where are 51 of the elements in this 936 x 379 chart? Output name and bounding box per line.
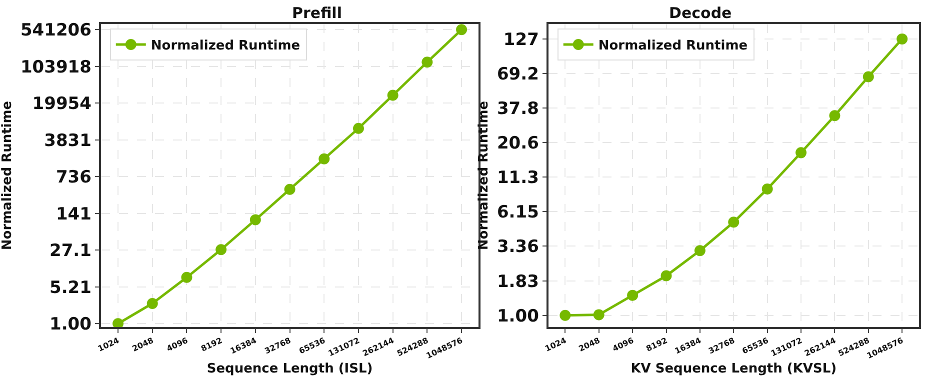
y-tick-label: 20.6 xyxy=(496,134,539,154)
y-tick-label: 69.2 xyxy=(496,64,539,85)
point xyxy=(896,33,908,44)
x-tick-label: 4096 xyxy=(611,336,636,354)
point xyxy=(216,244,227,256)
point xyxy=(560,310,571,321)
chart-title: Decode xyxy=(669,4,732,22)
y-axis-title: Normalized Runtime xyxy=(476,100,492,250)
y-tick-label: 6.15 xyxy=(496,202,539,223)
y-tick-label: 103918 xyxy=(20,57,92,78)
point xyxy=(352,122,364,134)
point xyxy=(456,24,468,36)
point xyxy=(627,290,638,301)
point xyxy=(660,270,672,282)
point xyxy=(387,90,398,101)
point xyxy=(422,56,433,68)
point xyxy=(694,245,706,256)
point xyxy=(796,147,807,158)
y-tick-label: 1.83 xyxy=(496,272,539,292)
y-tick-label: 19954 xyxy=(32,94,92,114)
y-tick-label: 1.00 xyxy=(496,306,540,326)
y-tick-label: 736 xyxy=(56,168,92,188)
y-tick-label: 141 xyxy=(56,204,92,224)
y-tick-label: 37.8 xyxy=(496,99,539,120)
point xyxy=(181,272,192,283)
y-tick-label: 27.1 xyxy=(49,241,92,262)
y-tick-label: 3.36 xyxy=(496,237,539,258)
y-tick-label: 541206 xyxy=(20,20,92,41)
x-tick-label: 8192 xyxy=(644,336,669,354)
y-tick-label: 3831 xyxy=(44,130,92,151)
point xyxy=(762,183,773,194)
point xyxy=(593,309,604,320)
legend-label: Normalized Runtime xyxy=(598,38,748,54)
y-tick-label: 1.00 xyxy=(49,314,92,335)
chart-title: Prefill xyxy=(292,4,342,22)
point xyxy=(318,153,330,164)
x-tick-label: 8192 xyxy=(200,336,224,354)
y-tick-label: 11.3 xyxy=(496,168,539,188)
point xyxy=(284,184,296,195)
point xyxy=(862,71,874,82)
y-tick-label: 127 xyxy=(503,30,539,50)
y-axis-title: Normalized Runtime xyxy=(0,100,15,250)
x-tick-label: 4096 xyxy=(165,336,190,354)
point xyxy=(728,216,740,228)
y-tick-label: 5.21 xyxy=(49,278,92,298)
point xyxy=(146,298,158,310)
point xyxy=(250,214,261,226)
point xyxy=(829,110,840,122)
x-axis-title: Sequence Length (ISL) xyxy=(206,362,373,377)
legend-label: Normalized Runtime xyxy=(150,38,300,54)
x-axis-title: KV Sequence Length (KVSL) xyxy=(630,362,837,377)
